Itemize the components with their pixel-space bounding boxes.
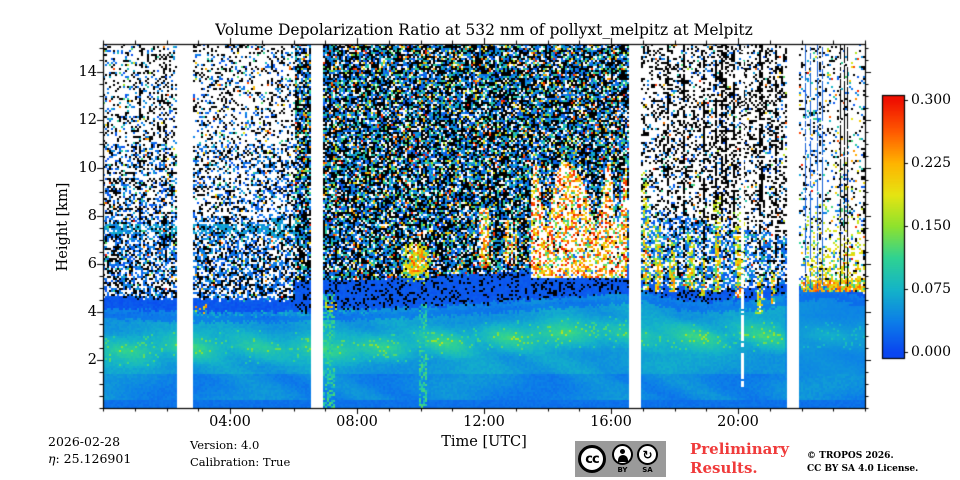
colorbar-tick-label: 0.075 [911, 281, 952, 297]
chart-title: Volume Depolarization Ratio at 532 nm of… [215, 21, 753, 39]
measurement-date: 2026-02-28 [48, 434, 121, 449]
colorbar-tick-label: 0.150 [911, 218, 952, 234]
x-tick-label: 16:00 [590, 414, 632, 430]
y-tick-label: 6 [87, 256, 97, 273]
y-tick-label: 4 [87, 304, 97, 321]
preliminary-results-stamp: Preliminary Results. [690, 440, 789, 478]
y-tick-label: 14 [78, 64, 97, 81]
y-tick-label: 12 [78, 112, 97, 129]
preliminary-line1: Preliminary [690, 440, 789, 458]
cc-sa-label: SA [642, 466, 653, 474]
y-tick-label: 10 [78, 160, 97, 177]
x-tick-label: 20:00 [717, 414, 759, 430]
cc-sa-arrow-icon: ↻ [637, 444, 658, 465]
cc-license-badge: cc ↻ BY SA [575, 441, 666, 477]
x-tick-label: 08:00 [336, 414, 378, 430]
version-text: Version: 4.0 [190, 438, 260, 452]
cc-logo-icon: cc [578, 445, 606, 473]
y-axis-label: Height [km] [55, 182, 71, 272]
person-body [617, 454, 628, 462]
y-tick-label: 2 [87, 352, 97, 368]
copyright-text: © TROPOS 2026. [807, 451, 894, 461]
license-text: CC BY SA 4.0 License. [807, 464, 919, 474]
colorbar-tick-label: 0.300 [911, 92, 952, 108]
person-head [620, 448, 625, 454]
y-tick-label: 8 [87, 208, 97, 225]
x-tick-label: 04:00 [209, 414, 251, 430]
eta-symbol: η [48, 451, 56, 466]
colorbar-tick-label: 0.000 [911, 344, 952, 360]
cc-by-label: BY [617, 466, 628, 474]
cc-by-person-icon [612, 444, 633, 465]
x-tick-label: 12:00 [463, 414, 505, 430]
x-axis-label: Time [UTC] [441, 434, 527, 450]
eta-calibration-value: η: 25.126901 [48, 451, 131, 466]
calibration-text: Calibration: True [190, 455, 291, 469]
preliminary-line2: Results. [690, 459, 758, 477]
colorbar-tick-label: 0.225 [911, 155, 952, 171]
eta-number: : 25.126901 [55, 451, 132, 466]
